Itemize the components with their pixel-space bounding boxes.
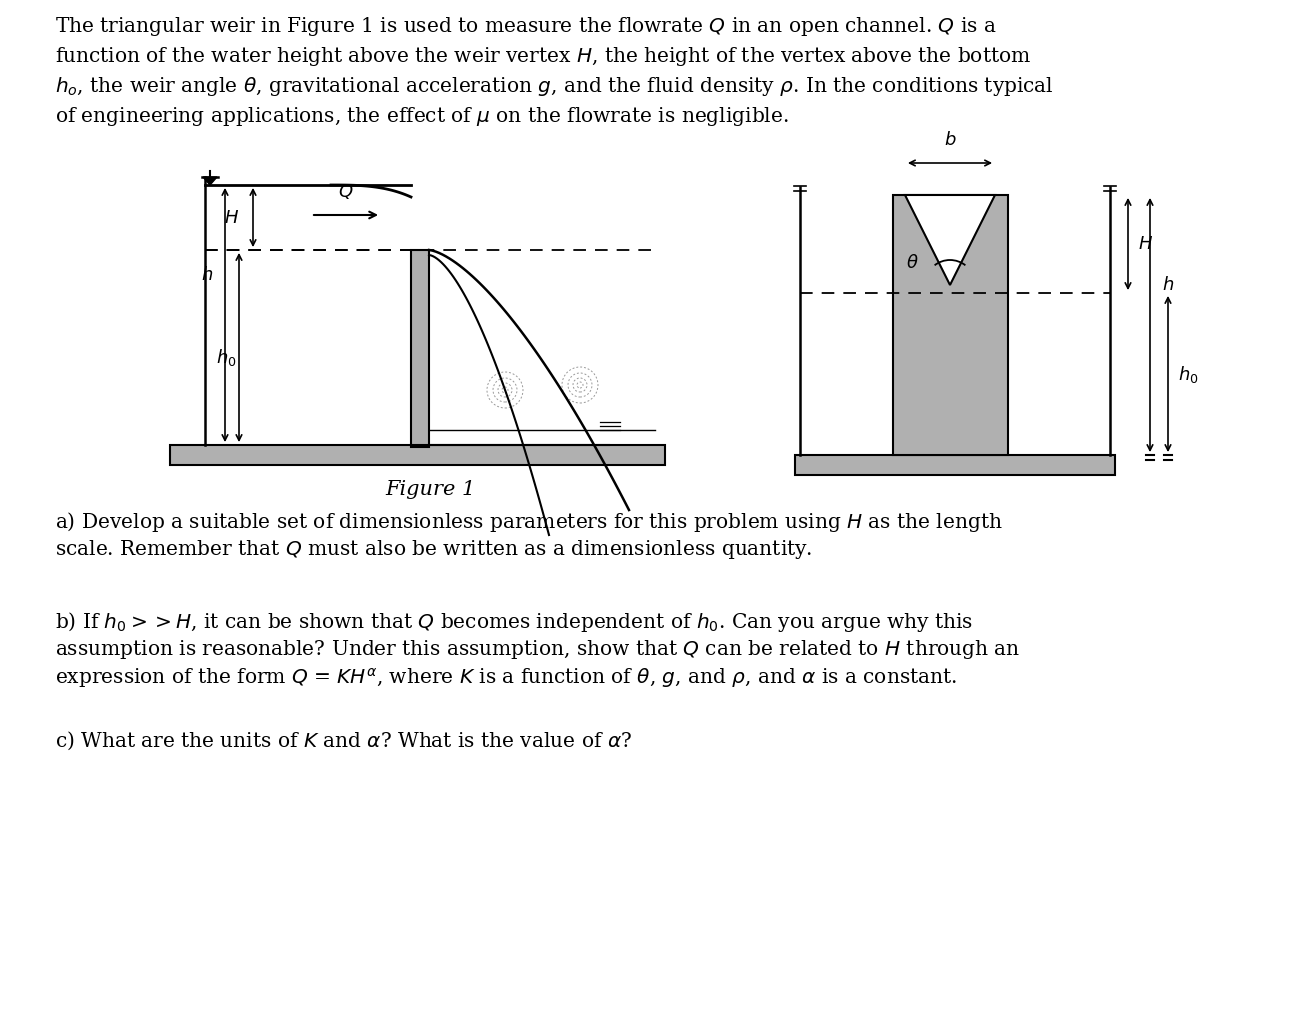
Bar	[796, 455, 1115, 475]
Text: $h_0$: $h_0$	[216, 347, 237, 368]
Text: $h_o$, the weir angle $\theta$, gravitational acceleration $g$, and the fluid de: $h_o$, the weir angle $\theta$, gravitat…	[55, 75, 1054, 98]
Text: assumption is reasonable? Under this assumption, show that $Q$ can be related to: assumption is reasonable? Under this ass…	[55, 638, 1020, 661]
Text: of engineering applications, the effect of $\mu$ on the flowrate is negligible.: of engineering applications, the effect …	[55, 105, 789, 128]
Text: $H$: $H$	[224, 208, 239, 226]
Text: a) Develop a suitable set of dimensionless parameters for this problem using $H$: a) Develop a suitable set of dimensionle…	[55, 510, 1002, 534]
Bar	[411, 250, 429, 447]
Bar	[893, 195, 1008, 455]
Text: expression of the form $Q$ = $KH^{\alpha}$, where $K$ is a function of $\theta$,: expression of the form $Q$ = $KH^{\alpha…	[55, 666, 957, 690]
Text: $H$: $H$	[1138, 235, 1153, 253]
Text: $h$: $h$	[200, 266, 213, 284]
Text: $Q$: $Q$	[338, 182, 354, 201]
Text: $h$: $h$	[1162, 276, 1174, 294]
Text: scale. Remember that $Q$ must also be written as a dimensionless quantity.: scale. Remember that $Q$ must also be wr…	[55, 538, 812, 561]
Text: $\theta$: $\theta$	[906, 254, 918, 272]
Text: $b$: $b$	[944, 131, 957, 149]
Text: Figure 1: Figure 1	[385, 480, 474, 499]
Text: The triangular weir in Figure 1 is used to measure the flowrate $Q$ in an open c: The triangular weir in Figure 1 is used …	[55, 15, 997, 38]
Text: function of the water height above the weir vertex $H$, the height of the vertex: function of the water height above the w…	[55, 45, 1031, 68]
Text: b) If $h_0$$>>$$H$, it can be shown that $Q$ becomes independent of $h_0$. Can y: b) If $h_0$$>>$$H$, it can be shown that…	[55, 610, 974, 634]
Bar	[170, 445, 666, 465]
Polygon shape	[905, 195, 994, 285]
Polygon shape	[203, 177, 217, 185]
Text: c) What are the units of $K$ and $\alpha$? What is the value of $\alpha$?: c) What are the units of $K$ and $\alpha…	[55, 730, 632, 752]
Text: $h_0$: $h_0$	[1178, 363, 1199, 385]
